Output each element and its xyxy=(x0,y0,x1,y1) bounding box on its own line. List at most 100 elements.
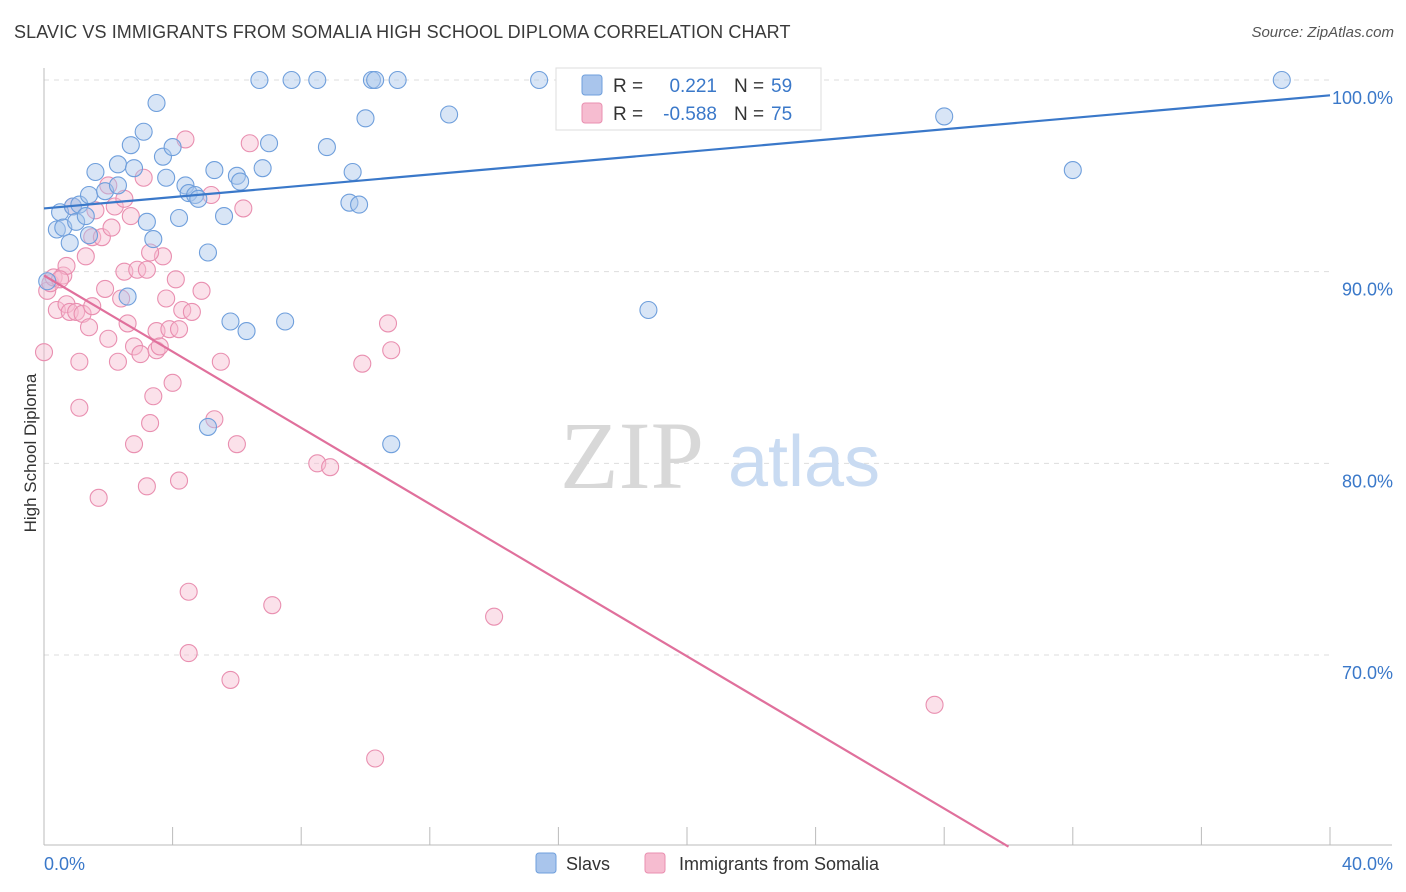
point-somalia xyxy=(144,387,163,406)
point-slavs xyxy=(282,70,301,90)
stats-legend-n-value-somalia: 75 xyxy=(771,104,792,125)
point-slavs xyxy=(79,185,99,205)
point-somalia xyxy=(96,279,115,298)
point-slavs xyxy=(227,166,246,185)
point-slavs xyxy=(205,161,224,180)
point-slavs xyxy=(1272,70,1291,90)
point-slavs xyxy=(198,417,218,436)
point-slavs xyxy=(198,243,218,262)
y-tick-labels: 70.0% 80.0% 90.0% 100.0% xyxy=(1332,88,1393,683)
point-somalia xyxy=(124,435,144,454)
series-legend-label-slavs: Slavs xyxy=(566,854,610,874)
stats-legend-n-label-somalia: N = xyxy=(734,104,764,125)
y-tick-label: 90.0% xyxy=(1342,280,1393,300)
point-slavs xyxy=(250,70,269,90)
point-slavs xyxy=(308,70,327,90)
point-slavs xyxy=(86,162,105,182)
point-somalia xyxy=(321,458,340,477)
point-somalia xyxy=(166,270,185,289)
stats-legend-r-label-somalia: R = xyxy=(613,104,643,125)
x-tick-label: 40.0% xyxy=(1342,854,1393,874)
point-slavs xyxy=(237,322,256,341)
grid-lines xyxy=(44,79,1330,656)
point-somalia xyxy=(163,373,182,392)
point-somalia xyxy=(76,247,95,266)
point-somalia xyxy=(70,352,89,371)
point-somalia xyxy=(192,281,211,300)
point-slavs xyxy=(153,147,173,166)
trend-line-slavs xyxy=(43,94,1331,210)
point-slavs xyxy=(253,159,272,178)
point-somalia xyxy=(485,607,504,626)
point-somalia xyxy=(263,596,282,615)
point-somalia xyxy=(86,201,105,220)
stats-legend-swatch-slavs xyxy=(581,74,603,96)
point-somalia xyxy=(179,644,198,663)
point-slavs xyxy=(440,105,459,124)
chart-source: Source: ZipAtlas.com xyxy=(1251,24,1394,41)
point-slavs xyxy=(134,122,153,141)
series-legend-swatch-somalia xyxy=(644,852,666,874)
point-somalia xyxy=(141,243,160,262)
stats-legend-swatch-somalia xyxy=(581,102,603,124)
point-slavs xyxy=(67,212,86,231)
point-somalia xyxy=(83,228,102,247)
point-somalia xyxy=(102,218,121,237)
point-somalia xyxy=(131,345,150,364)
point-slavs xyxy=(137,212,156,231)
trend-lines xyxy=(43,94,1331,848)
point-somalia xyxy=(137,477,156,496)
point-slavs xyxy=(163,138,182,157)
stats-legend-r-value-somalia: -0.588 xyxy=(663,104,717,125)
point-somalia xyxy=(157,289,176,308)
point-somalia xyxy=(99,329,118,348)
point-slavs xyxy=(366,70,385,90)
point-somalia xyxy=(211,352,230,371)
point-slavs xyxy=(639,300,658,320)
point-slavs xyxy=(388,70,407,90)
x-tick-label: 0.0% xyxy=(44,854,85,874)
watermark-atlas: atlas xyxy=(728,422,880,502)
point-slavs xyxy=(350,195,369,214)
point-somalia xyxy=(221,670,240,689)
point-slavs xyxy=(231,172,250,191)
point-slavs xyxy=(124,159,144,178)
point-somalia xyxy=(99,176,118,195)
point-somalia xyxy=(366,749,385,768)
point-slavs xyxy=(317,138,336,157)
point-somalia xyxy=(121,207,140,226)
point-somalia xyxy=(141,414,160,433)
point-somalia xyxy=(89,488,108,507)
point-somalia xyxy=(205,410,224,429)
point-slavs xyxy=(108,176,127,195)
point-somalia xyxy=(79,318,99,337)
point-slavs xyxy=(1063,161,1082,180)
point-somalia xyxy=(70,398,89,417)
point-somalia xyxy=(112,289,131,308)
chart-title: SLAVIC VS IMMIGRANTS FROM SOMALIA HIGH S… xyxy=(14,22,791,42)
point-slavs xyxy=(382,435,401,454)
point-somalia xyxy=(234,199,253,218)
point-slavs xyxy=(935,107,954,126)
series-slavs-points xyxy=(38,70,1291,454)
stats-legend-n-value-slavs: 59 xyxy=(771,76,792,97)
point-slavs xyxy=(214,207,234,226)
point-slavs xyxy=(76,207,95,226)
point-somalia xyxy=(353,354,372,373)
watermark-zip: ZIP xyxy=(560,402,704,509)
watermark: ZIP atlas xyxy=(560,402,880,509)
point-somalia xyxy=(227,435,246,454)
point-slavs xyxy=(189,189,208,208)
point-slavs xyxy=(276,312,295,331)
y-tick-label: 70.0% xyxy=(1342,663,1393,683)
point-somalia xyxy=(134,168,153,187)
point-somalia xyxy=(179,582,198,601)
point-somalia xyxy=(67,302,86,321)
stats-legend-r-value-slavs: 0.221 xyxy=(669,76,717,97)
point-somalia xyxy=(925,695,944,714)
series-somalia-points xyxy=(34,130,944,768)
point-slavs xyxy=(79,226,99,245)
y-tick-label: 80.0% xyxy=(1342,471,1393,491)
series-legend-swatch-slavs xyxy=(535,852,557,874)
